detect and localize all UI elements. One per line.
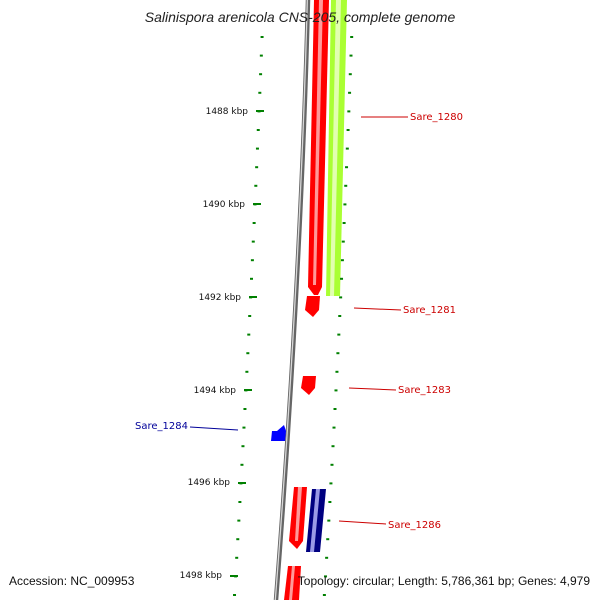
gene-labels: Sare_1280 Sare_1281 Sare_1283 Sare_1284 … xyxy=(135,112,463,531)
gene-sare-1283[interactable] xyxy=(301,376,316,395)
tick-label-1490: 1490 kbp xyxy=(203,200,246,210)
scale-minor-ticks xyxy=(233,36,264,596)
label-sare-1284[interactable]: Sare_1284 xyxy=(135,421,188,432)
other-feature-band-highlight xyxy=(330,0,341,296)
backbone xyxy=(273,0,311,600)
scale-major-ticks: 1488 kbp 1490 kbp 1492 kbp 1494 kbp 1496… xyxy=(180,107,264,581)
label-sare-1281[interactable]: Sare_1281 xyxy=(403,305,456,316)
tick-label-1492: 1492 kbp xyxy=(199,293,242,303)
label-sare-1283[interactable]: Sare_1283 xyxy=(398,385,451,396)
tick-label-1496: 1496 kbp xyxy=(188,478,231,488)
tick-label-1494: 1494 kbp xyxy=(194,386,237,396)
accession-text: Accession: NC_009953 xyxy=(9,574,135,588)
label-sare-1286[interactable]: Sare_1286 xyxy=(388,520,441,531)
gene-sare-1281[interactable] xyxy=(305,296,320,317)
gene-sare-1286-highlight xyxy=(295,487,302,541)
label-sare-1280[interactable]: Sare_1280 xyxy=(410,112,463,123)
tick-label-1498: 1498 kbp xyxy=(180,571,223,581)
reverse-feature-band-highlight xyxy=(310,489,320,552)
feature-track[interactable] xyxy=(271,0,347,600)
gene-next-partial-highlight xyxy=(289,566,295,600)
gene-sare-1280-highlight xyxy=(313,0,323,285)
scale-minor-ticks-right xyxy=(322,36,354,596)
topology-text: Topology: circular; Length: 5,786,361 bp… xyxy=(297,574,590,588)
leader-sare-1286 xyxy=(338,520,387,525)
leader-sare-1283 xyxy=(348,387,397,391)
leader-sare-1281 xyxy=(353,307,402,311)
map-title: Salinispora arenicola CNS-205, complete … xyxy=(144,9,456,25)
gene-sare-1284[interactable] xyxy=(271,425,286,441)
tick-label-1488: 1488 kbp xyxy=(206,107,249,117)
leader-sare-1284 xyxy=(189,426,239,431)
